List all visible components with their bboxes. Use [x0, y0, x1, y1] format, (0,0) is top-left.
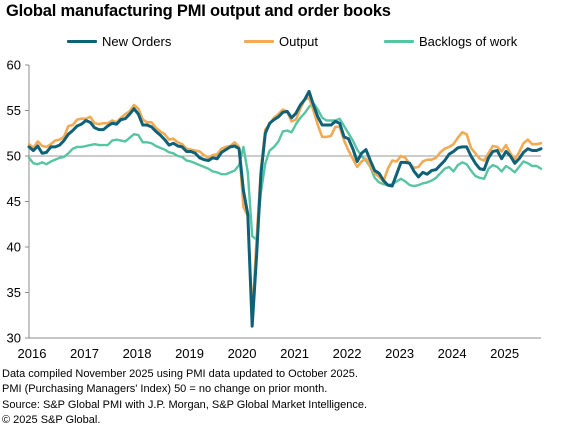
x-tick-label-2025: 2025: [490, 346, 519, 361]
y-tick-label-50: 50: [7, 149, 21, 164]
chart-legend: New Orders Output Backlogs of work: [0, 31, 570, 51]
legend-label-backlogs-of-work: Backlogs of work: [419, 33, 518, 49]
legend-label-output: Output: [279, 33, 319, 49]
x-tick-label-2018: 2018: [123, 346, 152, 361]
y-tick-label-35: 35: [7, 285, 21, 300]
footnote-copyright: © 2025 S&P Global.: [2, 413, 101, 426]
footnote-pmi-definition: PMI (Purchasing Managers' Index) 50 = no…: [2, 383, 328, 396]
x-tick-label-2023: 2023: [385, 346, 414, 361]
series-line-new-orders: [27, 89, 543, 328]
legend-swatch-backlogs-of-work: [384, 39, 414, 43]
chart-title: Global manufacturing PMI output and orde…: [6, 2, 391, 20]
legend-swatch-output: [244, 39, 274, 43]
footnote-source: Source: S&P Global PMI with J.P. Morgan,…: [2, 398, 368, 411]
legend-item-output: Output: [244, 31, 318, 51]
x-tick-label-2022: 2022: [333, 346, 362, 361]
x-tick-label-2024: 2024: [438, 346, 467, 361]
y-tick-label-45: 45: [7, 194, 21, 209]
series-line-backlogs-of-work: [27, 102, 543, 241]
y-tick-label-40: 40: [7, 240, 21, 255]
legend-item-backlogs-of-work: Backlogs of work: [384, 31, 517, 51]
legend-label-new-orders: New Orders: [102, 33, 172, 49]
x-tick-label-2020: 2020: [228, 346, 257, 361]
x-tick-label-2021: 2021: [280, 346, 309, 361]
x-tick-label-2016: 2016: [18, 346, 47, 361]
line-chart: 30 35 40 45 50 55 60 2016 2017 2018 2019 2020 2021 20…: [7, 58, 543, 361]
y-tick-label-60: 60: [7, 58, 21, 73]
y-tick-label-55: 55: [7, 103, 21, 118]
footnotes: Data compiled November 2025 using PMI da…: [2, 367, 367, 428]
y-tick-label-30: 30: [7, 331, 21, 346]
footnote-data-compiled: Data compiled November 2025 using PMI da…: [2, 368, 358, 380]
x-tick-label-2017: 2017: [70, 346, 99, 361]
legend-swatch-new-orders: [67, 39, 97, 43]
x-tick-label-2019: 2019: [175, 346, 204, 361]
legend-item-new-orders: New Orders: [67, 31, 171, 51]
